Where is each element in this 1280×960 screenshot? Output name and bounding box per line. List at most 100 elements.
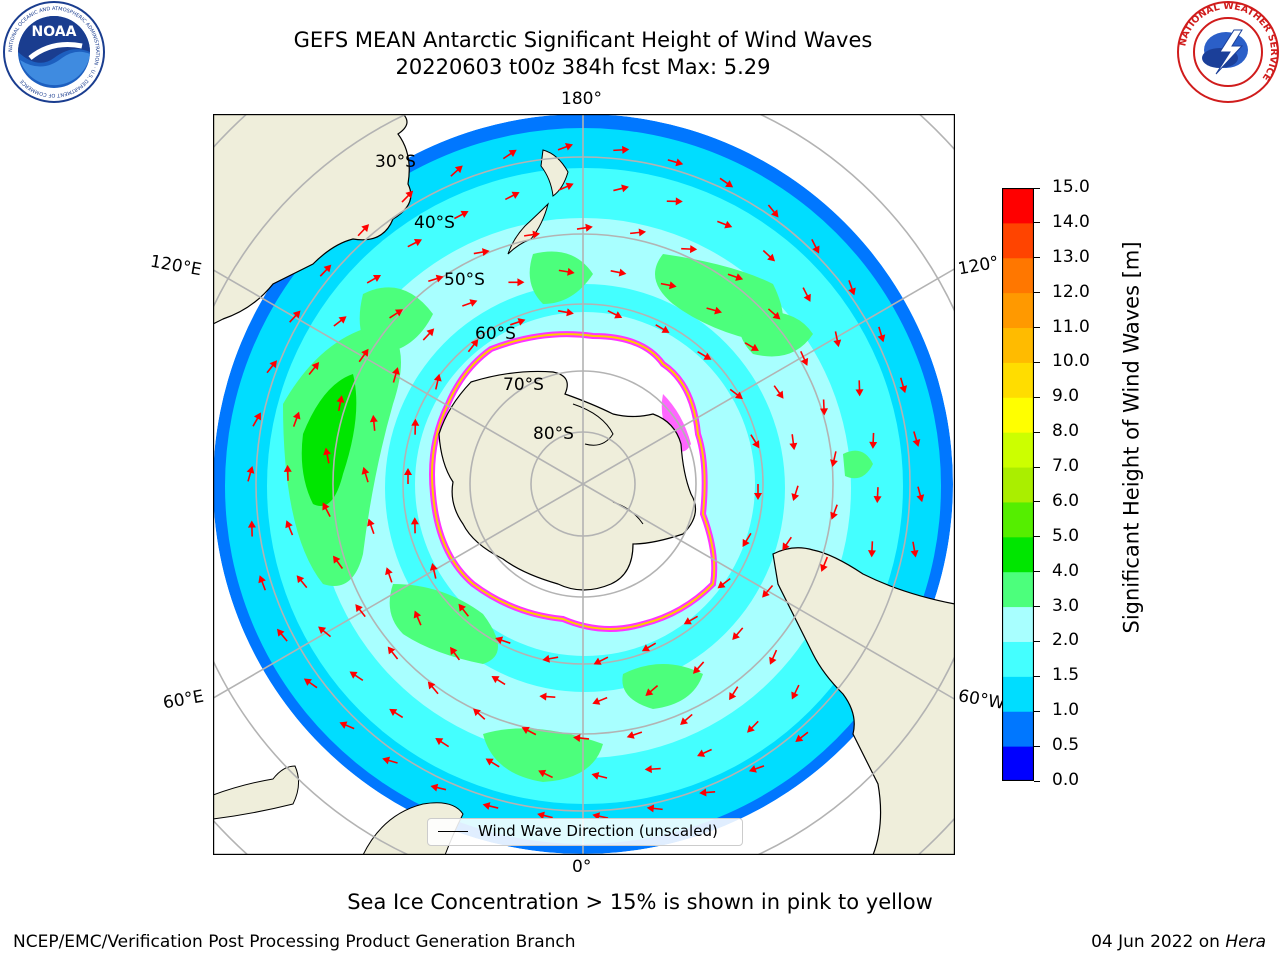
wave-direction-arrowhead [382, 756, 391, 765]
wave-direction-arrowhead [369, 414, 378, 423]
lon-label-bottom: 0° [572, 857, 592, 877]
lat-label-80: 80°S [533, 424, 574, 444]
colorbar-band [1002, 257, 1034, 294]
wave-direction-arrowhead [916, 494, 925, 503]
wave-direction-arrowhead [646, 804, 655, 813]
colorbar-band [1002, 467, 1034, 503]
colorbar-band [1002, 536, 1034, 573]
wave-direction-arrowhead [339, 721, 348, 729]
colorbar-band [1002, 606, 1034, 642]
colorbar-tick-mark [1034, 396, 1040, 398]
colorbar-tick-label: 10.0 [1052, 351, 1090, 372]
wave-direction-arrowhead [800, 357, 809, 366]
wave-direction-arrowhead [413, 239, 423, 247]
svg-text:NOAA: NOAA [32, 24, 77, 40]
colorbar-tick-mark [1034, 501, 1040, 503]
wave-direction-arrowhead [311, 361, 320, 370]
wave-direction-arrowhead [592, 697, 601, 705]
wave-direction-arrowhead [392, 367, 400, 375]
colorbar-band [1002, 501, 1034, 538]
wave-direction-arrowhead [413, 610, 422, 619]
legend-label: Wind Wave Direction (unscaled) [478, 822, 718, 840]
wave-direction-arrowhead [410, 517, 419, 525]
wave-direction-arrowhead [429, 563, 438, 571]
colorbar [1002, 188, 1034, 781]
wave-direction-arrowhead [517, 278, 525, 287]
wave-direction-arrowhead [754, 493, 762, 500]
sea-ice-note: Sea Ice Concentration > 15% is shown in … [347, 890, 933, 914]
wave-direction-arrowhead [361, 224, 370, 232]
colorbar-tick-mark [1034, 780, 1040, 782]
wave-direction-arrowhead [621, 184, 629, 193]
wave-direction-arrowhead [427, 681, 436, 690]
map-legend: Wind Wave Direction (unscaled) [427, 818, 743, 846]
colorbar-tick-mark [1034, 571, 1040, 573]
wave-direction-arrowhead [769, 656, 777, 665]
colorbar-tick-label: 4.0 [1052, 560, 1080, 581]
wave-direction-arrowhead [752, 440, 760, 449]
wave-direction-arrowhead [618, 268, 627, 277]
lon-label-left-lower: 60°E [161, 686, 206, 714]
wave-direction-arrowhead [899, 385, 908, 394]
wave-direction-arrowhead [332, 555, 341, 564]
colorbar-tick-mark [1034, 675, 1040, 677]
chart-subtitle: 20220603 t00z 384h fcst Max: 5.29 [395, 55, 771, 79]
wave-direction-arrowhead [394, 309, 404, 317]
colorbar-tick-mark [1034, 292, 1040, 294]
wave-direction-arrowhead [276, 628, 285, 637]
wave-direction-arrowhead [830, 511, 838, 520]
wave-direction-arrowhead [460, 210, 469, 218]
wave-direction-arrowhead [296, 575, 305, 584]
wave-direction-arrowhead [433, 373, 442, 382]
wave-direction-arrowhead [848, 287, 856, 296]
wave-direction-arrowhead [426, 328, 435, 337]
wave-direction-arrowhead [338, 316, 347, 324]
wave-direction-arrowhead [517, 318, 526, 326]
colorbar-tick-label: 12.0 [1052, 281, 1090, 302]
wave-direction-arrowhead [734, 391, 743, 400]
wave-direction-arrowhead [638, 228, 647, 237]
colorbar-band [1002, 397, 1034, 433]
lon-label-top: 180° [561, 89, 602, 109]
colorbar-tick-label: 1.0 [1052, 700, 1080, 721]
wave-direction-arrowhead [435, 737, 444, 746]
machine-name: Hera [1225, 932, 1266, 952]
wave-direction-arrowhead [573, 734, 581, 743]
wave-direction-arrowhead [450, 646, 458, 655]
colorbar-tick-mark [1034, 187, 1040, 189]
wave-direction-arrowhead [247, 520, 256, 528]
wave-direction-arrowhead [680, 717, 689, 725]
colorbar-tick-label: 13.0 [1052, 246, 1090, 267]
wave-direction-arrowhead [782, 542, 790, 551]
wave-direction-arrowhead [910, 549, 919, 558]
wave-direction-arrowhead [820, 408, 829, 416]
wave-direction-arrowhead [614, 311, 623, 319]
colorbar-band [1002, 327, 1034, 363]
colorbar-band [1002, 711, 1034, 747]
wave-direction-arrowhead [253, 412, 261, 421]
colorbar-tick-mark [1034, 745, 1040, 747]
colorbar-tick-mark [1034, 466, 1040, 468]
lat-label-60: 60°S [475, 324, 516, 344]
colorbar-tick-mark [1034, 222, 1040, 224]
lon-label-right-upper: 120° [956, 252, 1001, 280]
wave-direction-arrowhead [372, 274, 382, 282]
wave-direction-arrowhead [735, 273, 744, 281]
wave-direction-arrowhead [693, 666, 701, 674]
wave-direction-arrowhead [867, 550, 876, 558]
wave-direction-arrowhead [725, 180, 734, 188]
colorbar-tick-mark [1034, 361, 1040, 363]
colorbar-tick-mark [1034, 536, 1040, 538]
wave-direction-arrowhead [258, 575, 266, 584]
nws-logo-icon: NATIONAL WEATHER SERVICE [1177, 1, 1279, 103]
chart-title: GEFS MEAN Antarctic Significant Height o… [293, 28, 873, 52]
wave-direction-arrowhead [355, 604, 363, 613]
colorbar-band [1002, 362, 1034, 398]
wave-direction-arrowhead [473, 708, 481, 717]
credit-line: NCEP/EMC/Verification Post Processing Pr… [13, 932, 576, 952]
colorbar-tick-label: 1.5 [1052, 665, 1080, 686]
wave-direction-arrowhead [703, 352, 712, 360]
lon-label-left-upper: 120°E [148, 251, 204, 281]
wave-direction-arrowhead [521, 726, 530, 735]
wave-direction-arrowhead [830, 459, 838, 467]
